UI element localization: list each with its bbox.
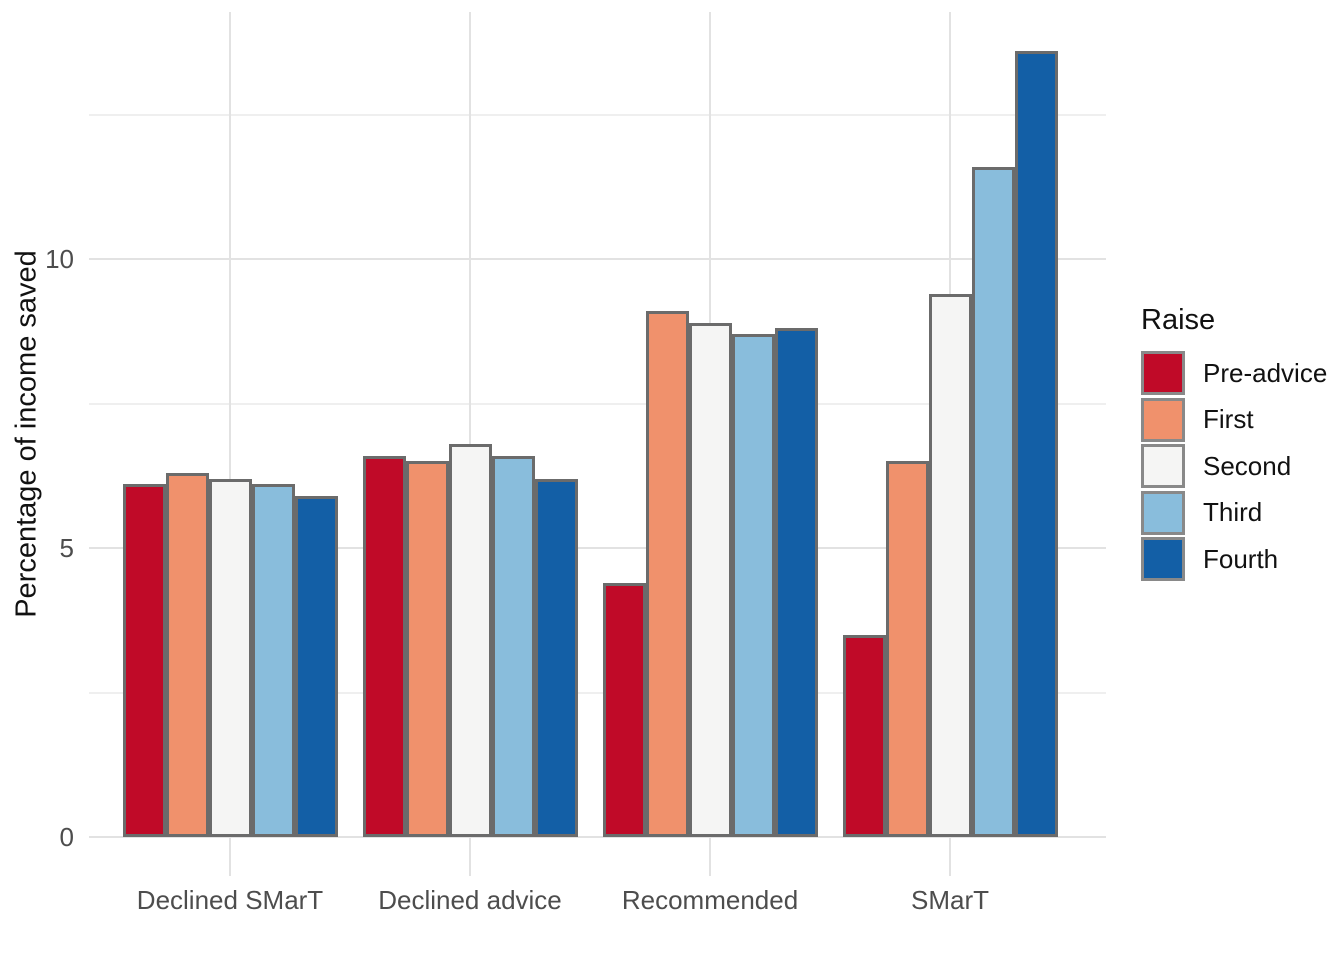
gridline-major-x xyxy=(229,12,231,876)
legend-item: First xyxy=(1141,397,1327,442)
y-tick-label: 0 xyxy=(59,822,74,852)
bar xyxy=(448,444,492,837)
y-tick-label: 10 xyxy=(45,244,74,274)
bar xyxy=(534,478,578,837)
bar xyxy=(774,328,818,837)
bar xyxy=(645,311,689,837)
legend-item: Second xyxy=(1141,444,1327,488)
gridline-major-y xyxy=(89,836,1106,838)
legend-item-label: Third xyxy=(1203,497,1263,527)
legend-swatch xyxy=(1141,351,1185,395)
x-category-label: Declined advice xyxy=(378,885,562,915)
legend-swatch xyxy=(1141,537,1185,581)
bar xyxy=(1014,50,1058,837)
gridline-major-y xyxy=(89,258,1106,260)
legend-swatch xyxy=(1141,444,1185,488)
bar xyxy=(971,166,1015,837)
x-category-label: SMarT xyxy=(911,885,989,915)
legend-item: Pre-advice xyxy=(1141,351,1327,395)
bar xyxy=(731,334,775,837)
bar xyxy=(165,472,209,837)
legend: Raise Pre-advice First Second Third Fourth xyxy=(1141,303,1327,584)
bar xyxy=(928,293,972,837)
bar xyxy=(602,582,646,837)
legend-item-label: First xyxy=(1203,404,1254,434)
bar xyxy=(294,496,338,837)
gridline-minor-y xyxy=(89,691,1106,694)
bar xyxy=(362,455,406,837)
legend-swatch xyxy=(1141,397,1185,442)
legend-items: Pre-advice First Second Third Fourth xyxy=(1141,351,1327,581)
bar xyxy=(491,455,535,837)
legend-item-label: Second xyxy=(1203,450,1292,481)
legend-item-label: Fourth xyxy=(1203,543,1279,574)
bar xyxy=(251,484,295,837)
gridline-minor-y xyxy=(89,402,1106,405)
legend-swatch xyxy=(1141,490,1185,535)
x-category-label: Recommended xyxy=(621,885,799,915)
y-tick-label: 5 xyxy=(59,533,74,563)
legend-item-label: Pre-advice xyxy=(1203,357,1328,388)
bar xyxy=(688,322,732,837)
bar xyxy=(405,461,449,837)
plot-panel xyxy=(89,12,1106,876)
x-category-label: Declined SMarT xyxy=(136,885,324,915)
legend-title: Raise xyxy=(1141,304,1216,336)
bar xyxy=(842,634,886,837)
legend-item: Fourth xyxy=(1141,537,1327,581)
legend-item: Third xyxy=(1141,490,1327,535)
bar xyxy=(122,484,166,837)
gridline-minor-y xyxy=(89,113,1106,116)
bar xyxy=(208,478,252,837)
bar xyxy=(885,461,929,837)
gridline-major-y xyxy=(89,547,1106,549)
